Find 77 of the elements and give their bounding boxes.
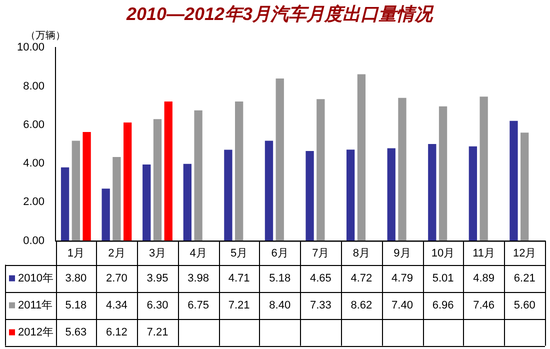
- data-label: 3.80: [65, 272, 87, 284]
- legend-label: 2011年: [18, 299, 53, 312]
- data-label: 5.18: [65, 299, 87, 312]
- x-tick-label: 11月: [472, 247, 496, 260]
- data-label: 3.95: [146, 272, 168, 284]
- bar: [60, 167, 70, 241]
- x-tick-label: 9月: [394, 247, 411, 260]
- bar: [224, 150, 232, 241]
- bar: [102, 188, 110, 241]
- bar: [164, 102, 172, 241]
- y-tick-label: 10.00: [16, 42, 45, 54]
- data-label: 4.79: [392, 272, 413, 284]
- bar: [112, 156, 121, 241]
- x-tick-label: 2月: [108, 247, 126, 260]
- data-label: 5.60: [514, 299, 536, 312]
- bar: [468, 146, 478, 241]
- x-tick-label: 12月: [512, 247, 536, 260]
- bar: [153, 119, 162, 241]
- y-tick-label: 2.00: [23, 196, 45, 208]
- x-tick-label: 4月: [190, 247, 207, 260]
- bar: [387, 148, 396, 241]
- data-label: 7.40: [392, 299, 413, 312]
- data-label: 5.18: [269, 272, 291, 284]
- data-label: 6.30: [146, 299, 168, 312]
- data-label: 4.72: [350, 272, 372, 284]
- data-label: 7.46: [473, 299, 495, 312]
- bar: [357, 74, 366, 241]
- y-tick-label: 6.00: [23, 118, 45, 131]
- bar: [438, 106, 448, 241]
- x-tick-label: 10月: [431, 247, 455, 260]
- data-label: 4.71: [228, 272, 250, 284]
- bar: [480, 96, 488, 241]
- legend-label: 2012年: [18, 326, 54, 338]
- x-tick-label: 8月: [352, 247, 370, 260]
- data-label: 8.40: [269, 299, 291, 312]
- bar: [276, 78, 284, 241]
- x-tick-label: 5月: [230, 247, 248, 260]
- data-label: 5.01: [432, 272, 454, 284]
- bar: [510, 120, 518, 241]
- bar: [82, 132, 91, 241]
- data-label: 7.33: [310, 299, 332, 312]
- y-tick-label: 0.00: [23, 234, 45, 247]
- data-label: 7.21: [228, 299, 250, 312]
- x-tick-label: 7月: [312, 247, 330, 260]
- data-label: 6.21: [514, 272, 536, 284]
- bar: [520, 132, 529, 241]
- bar: [316, 99, 325, 241]
- bar: [72, 140, 80, 241]
- bar: [264, 140, 274, 241]
- x-tick-label: 6月: [271, 247, 288, 260]
- data-label: 4.34: [106, 299, 128, 312]
- data-label: 7.21: [146, 326, 168, 338]
- x-tick-label: 3月: [148, 247, 166, 260]
- bar: [194, 110, 202, 241]
- bar: [306, 150, 314, 241]
- legend-label: 2010年: [18, 272, 54, 284]
- bar: [124, 122, 132, 241]
- data-label: 4.65: [310, 272, 332, 284]
- data-label: 8.62: [350, 299, 372, 312]
- y-axis-title: （万辆）: [26, 29, 66, 42]
- y-tick-label: 8.00: [23, 80, 45, 92]
- data-label: 3.98: [188, 272, 209, 284]
- data-label: 6.96: [432, 299, 454, 312]
- bar: [428, 144, 436, 241]
- bar: [142, 164, 151, 241]
- bar: [398, 98, 406, 241]
- chart-title: 2010—2012年3月汽车月度出口量情况: [125, 4, 435, 24]
- bar: [235, 102, 244, 241]
- data-label: 6.75: [188, 299, 209, 312]
- bar: [183, 164, 192, 241]
- x-tick-label: 1月: [67, 247, 84, 260]
- data-label: 5.63: [65, 326, 87, 338]
- y-tick-label: 4.00: [23, 158, 45, 170]
- data-label: 4.89: [473, 272, 495, 284]
- data-label: 2.70: [106, 272, 128, 284]
- data-label: 6.12: [106, 326, 128, 338]
- bar: [346, 150, 355, 241]
